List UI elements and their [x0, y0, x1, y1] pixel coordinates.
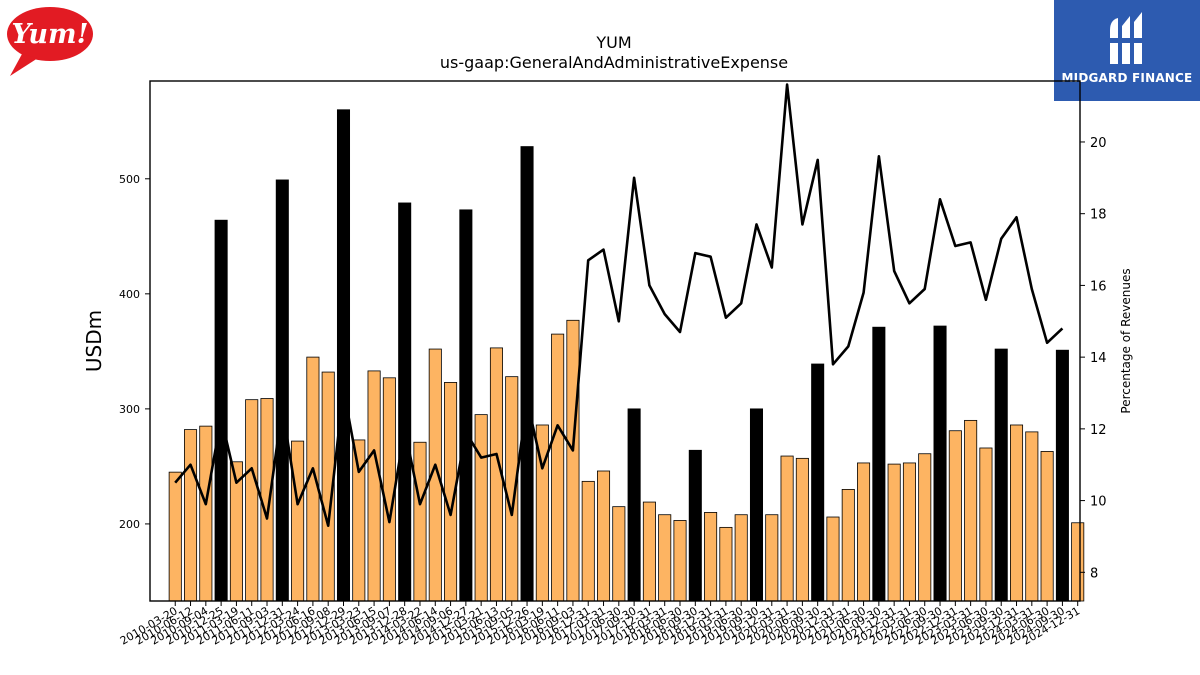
y-right-tick-label: 12: [1090, 423, 1107, 438]
bar: [857, 462, 871, 602]
percentage-line: [174, 83, 1064, 528]
bar: [1010, 424, 1024, 602]
x-axis-ticks: 2010-03-202010-06-122010-09-042010-12-25…: [118, 601, 1082, 648]
bar: [581, 480, 595, 602]
bar: [275, 179, 289, 602]
y-tick-label: 400: [119, 288, 140, 301]
bar: [734, 514, 748, 602]
y-axis-left-ticks: 200 300 400 500: [119, 173, 150, 531]
bar: [291, 440, 305, 602]
bar: [642, 501, 656, 602]
bar: [551, 333, 565, 602]
plot-frame: [149, 80, 1081, 602]
bar: [841, 489, 855, 602]
bar: [902, 462, 916, 602]
midgard-finance-text: MIDGARD FINANCE: [1061, 71, 1193, 85]
bar: [336, 109, 351, 602]
y-right-tick-label: 8: [1090, 566, 1098, 581]
bar-series: [168, 109, 1085, 602]
y-tick-label: 300: [119, 403, 140, 416]
y-right-tick-label: 14: [1090, 351, 1107, 366]
bar: [245, 399, 259, 602]
bar: [520, 146, 534, 602]
chart-title: YUM: [595, 33, 631, 52]
yum-logo-text: Yum!: [12, 19, 89, 50]
bar: [918, 453, 932, 602]
bar: [933, 325, 947, 602]
bar: [872, 326, 886, 602]
bar: [398, 202, 412, 602]
bar: [1025, 431, 1039, 602]
bar: [566, 319, 580, 602]
bar: [597, 470, 611, 602]
y-right-tick-label: 20: [1090, 136, 1107, 151]
y-right-tick-label: 16: [1090, 279, 1107, 294]
bar: [994, 348, 1008, 602]
y-tick-label: 500: [119, 173, 140, 186]
midgard-finance-logo: MIDGARD FINANCE: [1054, 0, 1200, 101]
yum-logo: Yum!: [4, 4, 96, 80]
y-right-tick-label: 18: [1090, 208, 1107, 223]
y-right-tick-label: 10: [1090, 495, 1107, 510]
bar: [765, 514, 779, 602]
bar: [1071, 522, 1085, 602]
y-axis-right-label: Percentage of Revenues: [1119, 268, 1133, 413]
bar: [168, 471, 182, 602]
bar: [367, 370, 381, 602]
bar: [795, 457, 809, 602]
bar: [474, 414, 488, 602]
bar: [948, 430, 962, 602]
bar: [979, 447, 993, 602]
bar: [260, 398, 274, 602]
bar: [780, 455, 794, 602]
bar: [826, 516, 840, 602]
bar: [627, 408, 641, 602]
bar: [658, 514, 672, 602]
bar: [704, 512, 718, 602]
y-axis-right-ticks: 8 10 12 14 16 18 20: [1080, 136, 1107, 581]
bar: [964, 419, 978, 602]
bar: [749, 408, 764, 602]
bar: [719, 526, 733, 602]
bar: [887, 463, 901, 602]
bar: [184, 429, 198, 602]
bar: [1040, 451, 1054, 602]
bar: [214, 219, 228, 602]
chart-subtitle: us-gaap:GeneralAndAdministrativeExpense: [440, 53, 788, 72]
bar: [673, 520, 687, 602]
bar: [811, 363, 825, 602]
bar: [612, 506, 626, 602]
line-series: [174, 83, 1064, 528]
y-axis-left-label: USDm: [82, 310, 106, 372]
axes: [149, 80, 1081, 602]
bar: [1055, 349, 1069, 602]
bar: [413, 441, 427, 602]
bar: [688, 449, 702, 602]
bar: [199, 425, 213, 602]
y-tick-label: 200: [119, 518, 140, 531]
midgard-emblem-icon: [1108, 12, 1144, 64]
bar: [459, 209, 473, 602]
